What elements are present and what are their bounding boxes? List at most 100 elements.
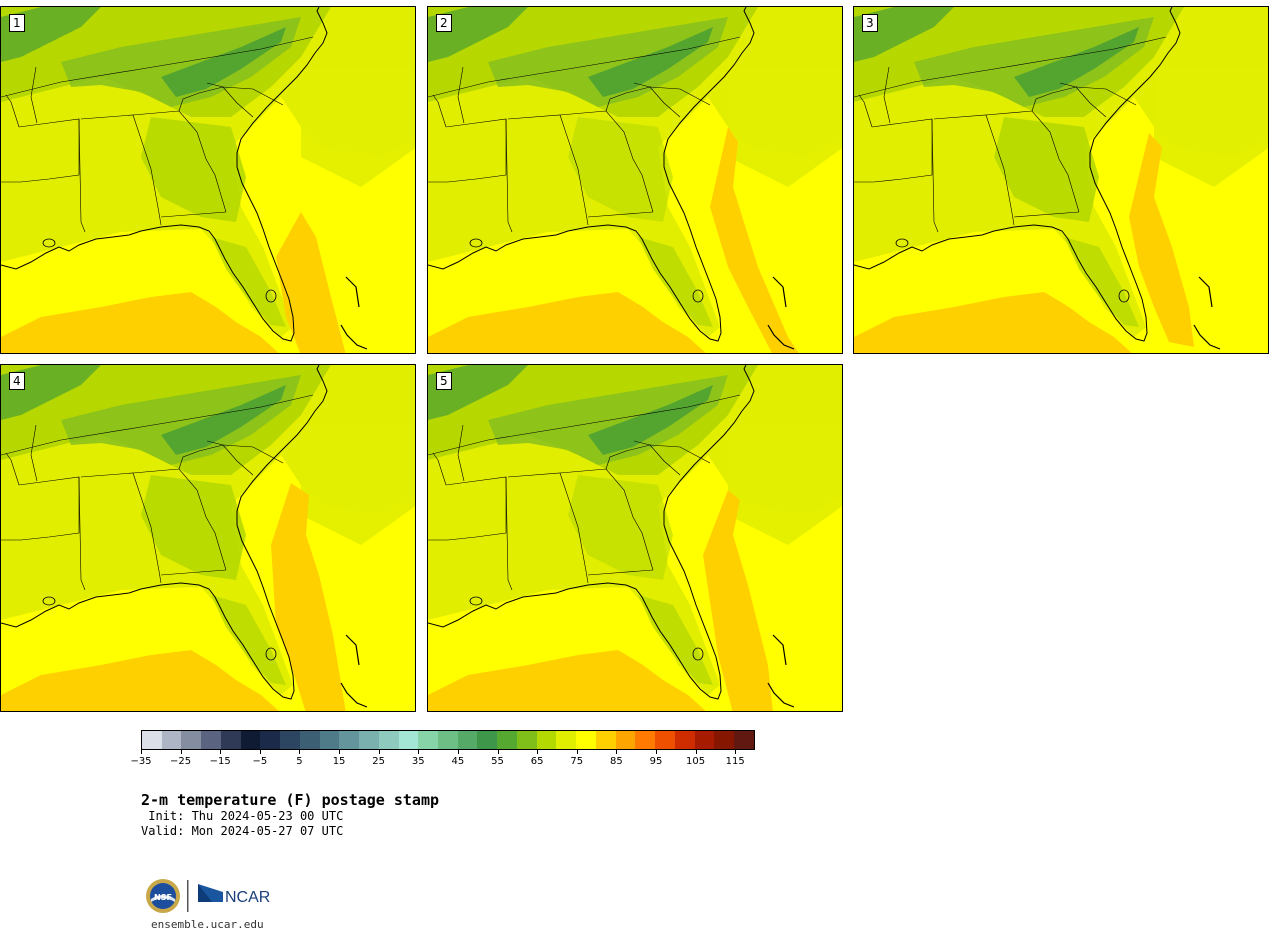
colorbar-segment xyxy=(556,731,577,749)
bahamas-islands xyxy=(340,634,368,708)
colorbar-tick-label: 85 xyxy=(609,756,623,767)
dark-green-northwest xyxy=(854,7,954,62)
nsf-seal-icon: NSF xyxy=(146,879,180,913)
dark-green-ridge xyxy=(588,385,713,455)
peninsula-region xyxy=(211,595,286,685)
lake-okeechobee xyxy=(692,647,704,661)
colorbar-tick xyxy=(576,750,578,754)
lake-pontchartrain xyxy=(42,238,56,248)
colorbar-segment xyxy=(359,731,379,749)
gulf-warm-band xyxy=(854,292,1132,353)
state-border xyxy=(1,476,80,541)
state-border xyxy=(507,114,589,226)
state-border xyxy=(132,468,227,571)
nsf-ncar-logo: NSF NCAR xyxy=(146,879,270,913)
lake-pontchartrain xyxy=(469,596,483,606)
ocean-mild-region xyxy=(1154,67,1268,187)
dark-green-ridge xyxy=(588,27,713,97)
mid-green-region xyxy=(488,17,728,107)
coastline xyxy=(854,7,1181,342)
state-border xyxy=(428,394,741,456)
site-url: ensemble.ucar.edu xyxy=(151,918,264,931)
coastline xyxy=(1,365,328,700)
state-border xyxy=(883,66,891,124)
state-border xyxy=(178,444,284,470)
temperature-map xyxy=(1,7,415,353)
member-panel-3: 3 xyxy=(853,6,1269,354)
colorbar-tick-label: 55 xyxy=(491,756,504,767)
gulf-stream-warm-band xyxy=(710,127,799,353)
colorbar-segment xyxy=(655,731,675,749)
gulf-warm-band xyxy=(428,650,706,711)
colorbar-tick-label: 15 xyxy=(332,756,346,767)
bahamas-islands xyxy=(767,276,795,350)
state-border xyxy=(587,211,654,218)
dark-green-northwest xyxy=(1,365,101,420)
colorbar-segment xyxy=(418,731,439,749)
colorbar-segment xyxy=(694,731,715,749)
member-number-label: 1 xyxy=(9,14,25,32)
state-border xyxy=(507,472,589,584)
peninsula-region xyxy=(211,237,286,327)
state-border xyxy=(1,394,314,456)
colorbar-segment xyxy=(457,731,478,749)
mid-green-region xyxy=(488,375,728,465)
state-border xyxy=(1031,86,1137,112)
colorbar-tick-label: 115 xyxy=(725,756,745,767)
coastline xyxy=(428,7,755,342)
coastline xyxy=(428,365,755,700)
colorbar-tick xyxy=(655,750,657,754)
ocean-mild-region xyxy=(728,425,842,545)
member-number-label: 2 xyxy=(436,14,452,32)
state-border xyxy=(854,36,1167,98)
state-border xyxy=(858,94,873,128)
colorbar-tick xyxy=(180,750,182,754)
colorbar-tick-label: −15 xyxy=(209,756,231,767)
colorbar-segment xyxy=(398,731,419,749)
piedmont-region xyxy=(994,117,1099,222)
colorbar-segment xyxy=(240,731,261,749)
colorbar-segment xyxy=(378,731,399,749)
colorbar-segment xyxy=(734,731,754,749)
lake-pontchartrain xyxy=(895,238,909,248)
state-border xyxy=(854,118,933,183)
ocean-mild-region xyxy=(301,67,415,187)
colorbar-segment xyxy=(299,731,320,749)
colorbar-segment xyxy=(438,731,458,749)
member-panel-1: 1 xyxy=(0,6,416,354)
state-border xyxy=(559,468,654,571)
gulf-warm-band xyxy=(1,650,279,711)
piedmont-region xyxy=(568,475,673,580)
nsf-text: NSF xyxy=(154,893,172,902)
init-time: Init: Thu 2024-05-23 00 UTC xyxy=(141,809,344,823)
state-border xyxy=(985,110,1080,213)
bahamas-islands xyxy=(767,634,795,708)
gulf-stream-warm-band xyxy=(1129,133,1194,347)
ocean-mild-region xyxy=(728,67,842,187)
colorbar-segment xyxy=(536,731,557,749)
gulf-stream-warm-band xyxy=(271,483,346,711)
colorbar-tick xyxy=(616,750,618,754)
state-border xyxy=(605,444,711,470)
state-border xyxy=(432,452,447,486)
state-border xyxy=(160,569,227,576)
gulf-warm-band xyxy=(428,292,706,353)
state-border xyxy=(78,476,86,591)
state-border xyxy=(1013,211,1080,218)
colorbar-tick xyxy=(497,750,499,754)
colorbar-tick-label: 5 xyxy=(296,756,303,767)
member-number-label: 3 xyxy=(862,14,878,32)
state-border xyxy=(505,118,513,233)
colorbar-ticks: −35 −25 −15 −5 5 15 25 35 45 55 65 75 85 95 105 115 xyxy=(130,750,755,774)
state-border xyxy=(457,424,465,482)
colorbar-segment xyxy=(576,731,596,749)
colorbar-tick-label: 105 xyxy=(686,756,706,767)
colorbar-tick-label: 25 xyxy=(372,756,386,767)
piedmont-region xyxy=(141,475,246,580)
state-border xyxy=(931,118,939,233)
ncar-logo-icon: NCAR xyxy=(198,884,270,906)
colorbar-segment xyxy=(714,731,735,749)
colorbar-tick-label: 45 xyxy=(451,756,465,767)
colorbar-segment xyxy=(260,731,281,749)
colorbar-segment xyxy=(595,731,616,749)
